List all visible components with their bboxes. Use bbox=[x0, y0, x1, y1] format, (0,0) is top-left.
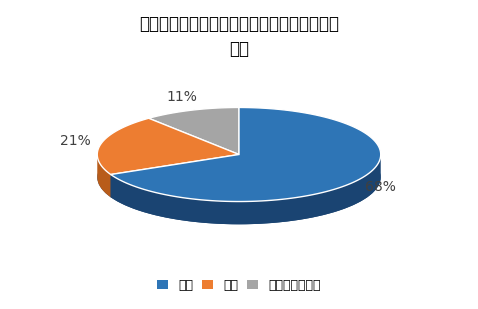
Polygon shape bbox=[111, 155, 381, 224]
Polygon shape bbox=[111, 154, 239, 197]
Ellipse shape bbox=[97, 130, 381, 224]
Polygon shape bbox=[97, 118, 239, 175]
Polygon shape bbox=[111, 108, 381, 201]
Text: 11%: 11% bbox=[167, 91, 197, 104]
Text: ランドクルーザープラドの乗り心地・満足度
調査: ランドクルーザープラドの乗り心地・満足度 調査 bbox=[139, 15, 339, 58]
Text: 68%: 68% bbox=[365, 180, 396, 194]
Polygon shape bbox=[111, 154, 239, 197]
Polygon shape bbox=[97, 155, 111, 197]
Text: 21%: 21% bbox=[60, 134, 91, 148]
Polygon shape bbox=[149, 108, 239, 154]
Legend: 満足, 不満, どちらでもない: 満足, 不満, どちらでもない bbox=[152, 274, 326, 297]
